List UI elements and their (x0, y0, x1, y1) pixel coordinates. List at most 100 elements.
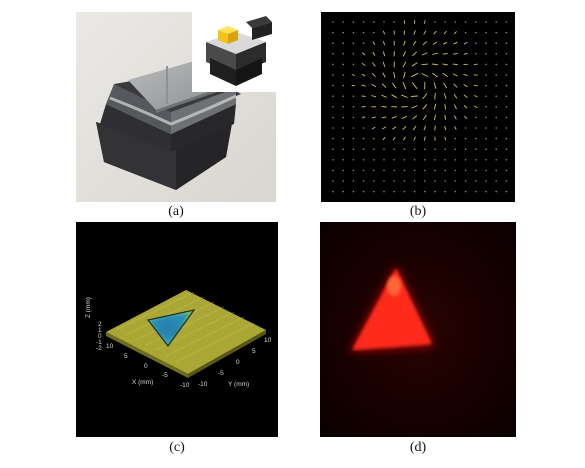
field-dot (495, 159, 497, 161)
x-tick: -5 (162, 372, 168, 379)
field-dot (332, 180, 334, 182)
field-dot (495, 116, 497, 119)
field-dot (332, 148, 334, 150)
field-dot (424, 159, 426, 161)
red-triangle (352, 268, 432, 350)
field-dot (332, 190, 334, 193)
field-dot (413, 148, 416, 150)
field-dot (475, 127, 477, 129)
field-arrow (371, 95, 377, 98)
vector-field-plot (332, 20, 508, 193)
field-arrow (361, 62, 366, 66)
field-dot (464, 148, 467, 150)
field-arrow (431, 63, 439, 66)
field-dot (342, 127, 344, 129)
field-dot (403, 180, 406, 182)
field-arrow (411, 62, 418, 67)
caption-b: (b) (409, 204, 427, 219)
z-tick: 1 (98, 327, 102, 334)
field-dot (454, 180, 457, 182)
field-arrow (433, 30, 437, 35)
field-dot (495, 106, 497, 108)
field-dot (373, 159, 375, 161)
field-arrow (444, 136, 447, 141)
field-dot (332, 31, 334, 34)
field-arrow (474, 105, 478, 109)
field-dot (362, 159, 365, 161)
field-arrow (442, 63, 448, 66)
field-arrow (371, 116, 376, 119)
field-arrow (382, 51, 386, 57)
field-dot (362, 180, 365, 182)
field-dot (403, 159, 406, 161)
field-dot (373, 169, 375, 172)
field-dot (505, 137, 508, 140)
field-arrow (473, 94, 478, 98)
field-dot (424, 180, 426, 182)
field-dot (505, 148, 508, 150)
field-dot (485, 31, 487, 34)
field-dot (485, 84, 487, 87)
field-dot (383, 180, 385, 182)
field-arrow (382, 137, 386, 141)
field-dot (495, 95, 497, 97)
field-dot (495, 63, 497, 66)
field-dot (444, 190, 446, 193)
field-arrow (433, 82, 437, 89)
field-arrow (361, 73, 366, 77)
field-dot (393, 148, 395, 150)
field-arrow (432, 41, 438, 45)
field-arrow (391, 116, 397, 119)
field-dot (454, 169, 457, 172)
field-arrow (403, 71, 406, 79)
field-dot (495, 53, 497, 55)
field-dot (505, 95, 508, 97)
field-arrow (453, 93, 458, 99)
field-dot (434, 21, 436, 23)
field-dot (413, 180, 416, 182)
field-dot (342, 159, 344, 161)
field-dot (342, 106, 344, 108)
field-dot (413, 169, 416, 172)
field-arrow (454, 115, 457, 120)
field-arrow (452, 73, 458, 77)
field-dot (505, 127, 508, 129)
field-arrow (443, 41, 448, 45)
field-arrow (442, 52, 448, 55)
field-dot (352, 137, 355, 140)
field-arrow (401, 115, 408, 120)
x-tick: 0 (144, 363, 148, 370)
field-dot (393, 159, 395, 161)
z-axis-label: Z (mm) (85, 297, 92, 318)
x-tick: -10 (180, 382, 190, 389)
field-arrow (453, 83, 458, 88)
field-dot (352, 116, 355, 119)
field-dot (352, 53, 355, 55)
field-arrow (434, 125, 436, 131)
field-arrow (413, 30, 416, 35)
field-arrow (434, 92, 436, 100)
surface-plot: Z (mm) 2 1 0 -1 -2 10 5 0 -5 -10 X (mm) … (85, 290, 272, 389)
field-arrow (411, 95, 419, 97)
field-dot (505, 84, 508, 87)
field-arrow (421, 73, 429, 77)
field-arrow (452, 63, 458, 66)
field-dot (505, 21, 508, 23)
field-arrow (403, 40, 406, 46)
z-tick: -2 (96, 345, 102, 352)
field-dot (342, 148, 344, 150)
field-dot (464, 31, 467, 34)
field-arrow (412, 115, 418, 120)
panel-d-red-glow (320, 222, 516, 437)
field-dot (362, 148, 365, 150)
field-dot (362, 127, 365, 129)
field-arrow (444, 125, 447, 131)
field-arrow (403, 30, 406, 35)
field-arrow (372, 41, 376, 46)
field-arrow (444, 114, 446, 120)
inset-render (206, 16, 272, 86)
field-dot (485, 21, 487, 23)
field-arrow (392, 126, 397, 130)
field-dot (342, 84, 344, 87)
field-dot (342, 169, 344, 172)
